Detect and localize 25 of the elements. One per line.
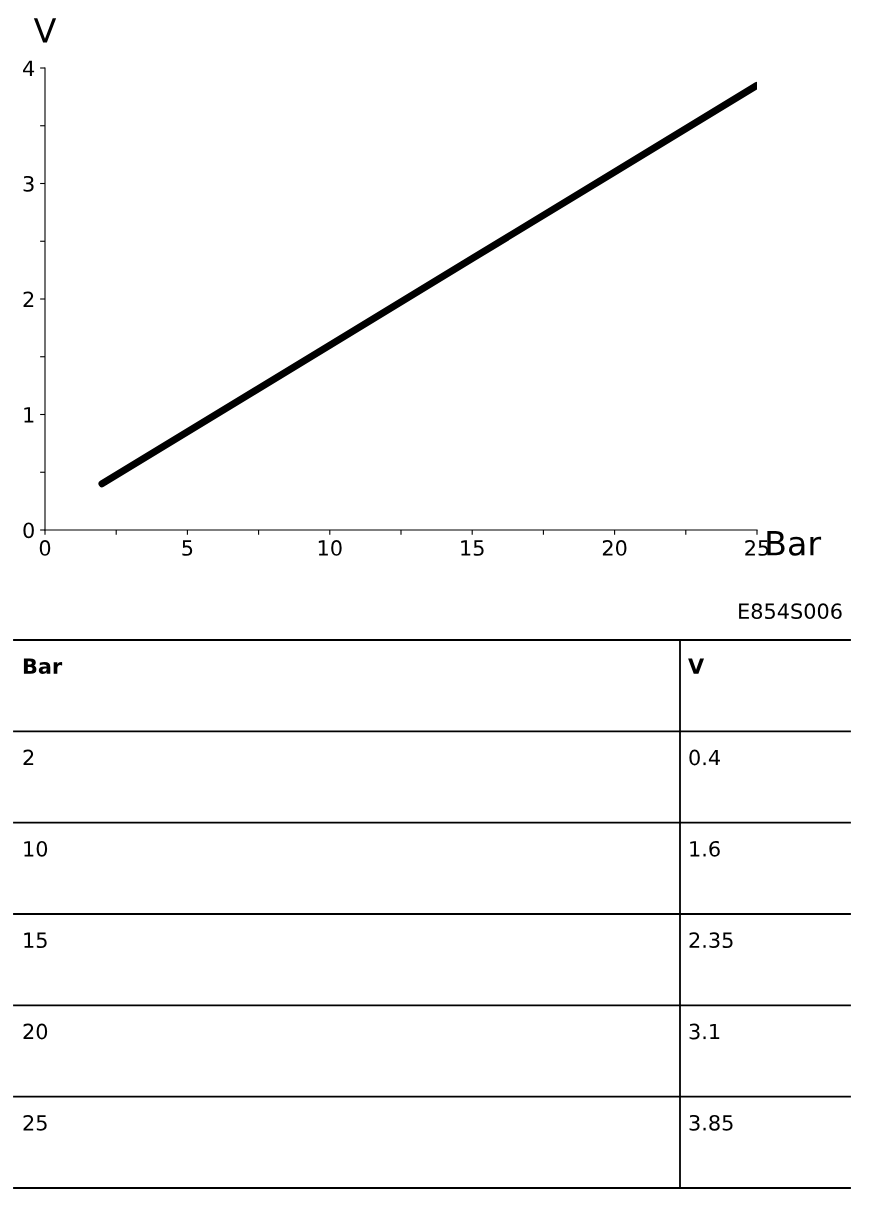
y-tick-label: 4 [23,60,35,76]
x-tick-label: 0 [39,540,51,556]
y-tick-label: 1 [24,407,34,423]
text: 15 [24,932,47,949]
text: 10 [24,840,48,857]
text: Bar [23,658,63,675]
text: 20 [23,1023,48,1040]
x-axis-title: Bar [767,531,822,556]
x-tick-label: 25 [745,540,769,556]
x-tick-label: 10 [318,540,342,556]
text: E854S006 [739,603,842,620]
y-tick-label: 3 [23,175,34,192]
text: V [688,658,705,674]
text: 0.4 [689,749,720,766]
y-tick-label: 0 [23,522,34,539]
x-tick-label: 20 [602,540,627,556]
x-tick-label: 5 [182,540,193,556]
x-tick-label: 15 [461,540,484,556]
text: 3.1 [689,1023,720,1040]
text: 25 [23,1114,47,1131]
y-axis-title: V [33,18,57,43]
text: 3.85 [689,1114,733,1131]
y-tick-label: 2 [23,291,34,307]
text: 1.6 [690,840,720,857]
text: 2.35 [689,932,733,949]
